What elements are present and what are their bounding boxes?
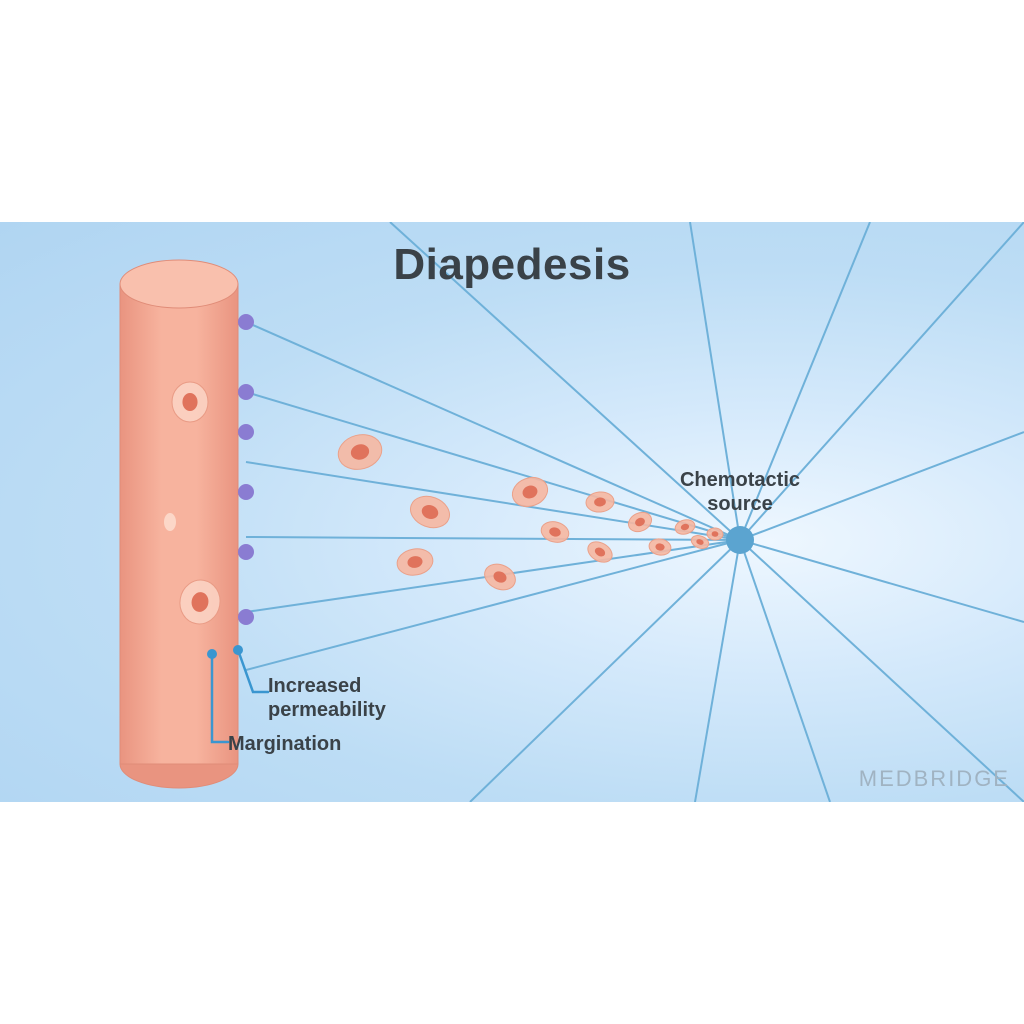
margination-label: Margination [228, 732, 341, 756]
margination-text: Margination [228, 733, 341, 755]
diagram-svg [0, 222, 1024, 802]
diagram-title: Diapedesis [0, 240, 1024, 290]
chemotactic-source [726, 526, 754, 554]
purple-dots [238, 314, 254, 625]
blood-vessel [120, 260, 238, 788]
watermark: MEDBRIDGE [859, 766, 1010, 792]
increased-permeability-label: Increasedpermeability [268, 674, 428, 722]
diagram-container: Diapedesis Chemotacticsource Increasedpe… [0, 222, 1024, 802]
chemotactic-source-label: Chemotacticsource [645, 468, 835, 516]
